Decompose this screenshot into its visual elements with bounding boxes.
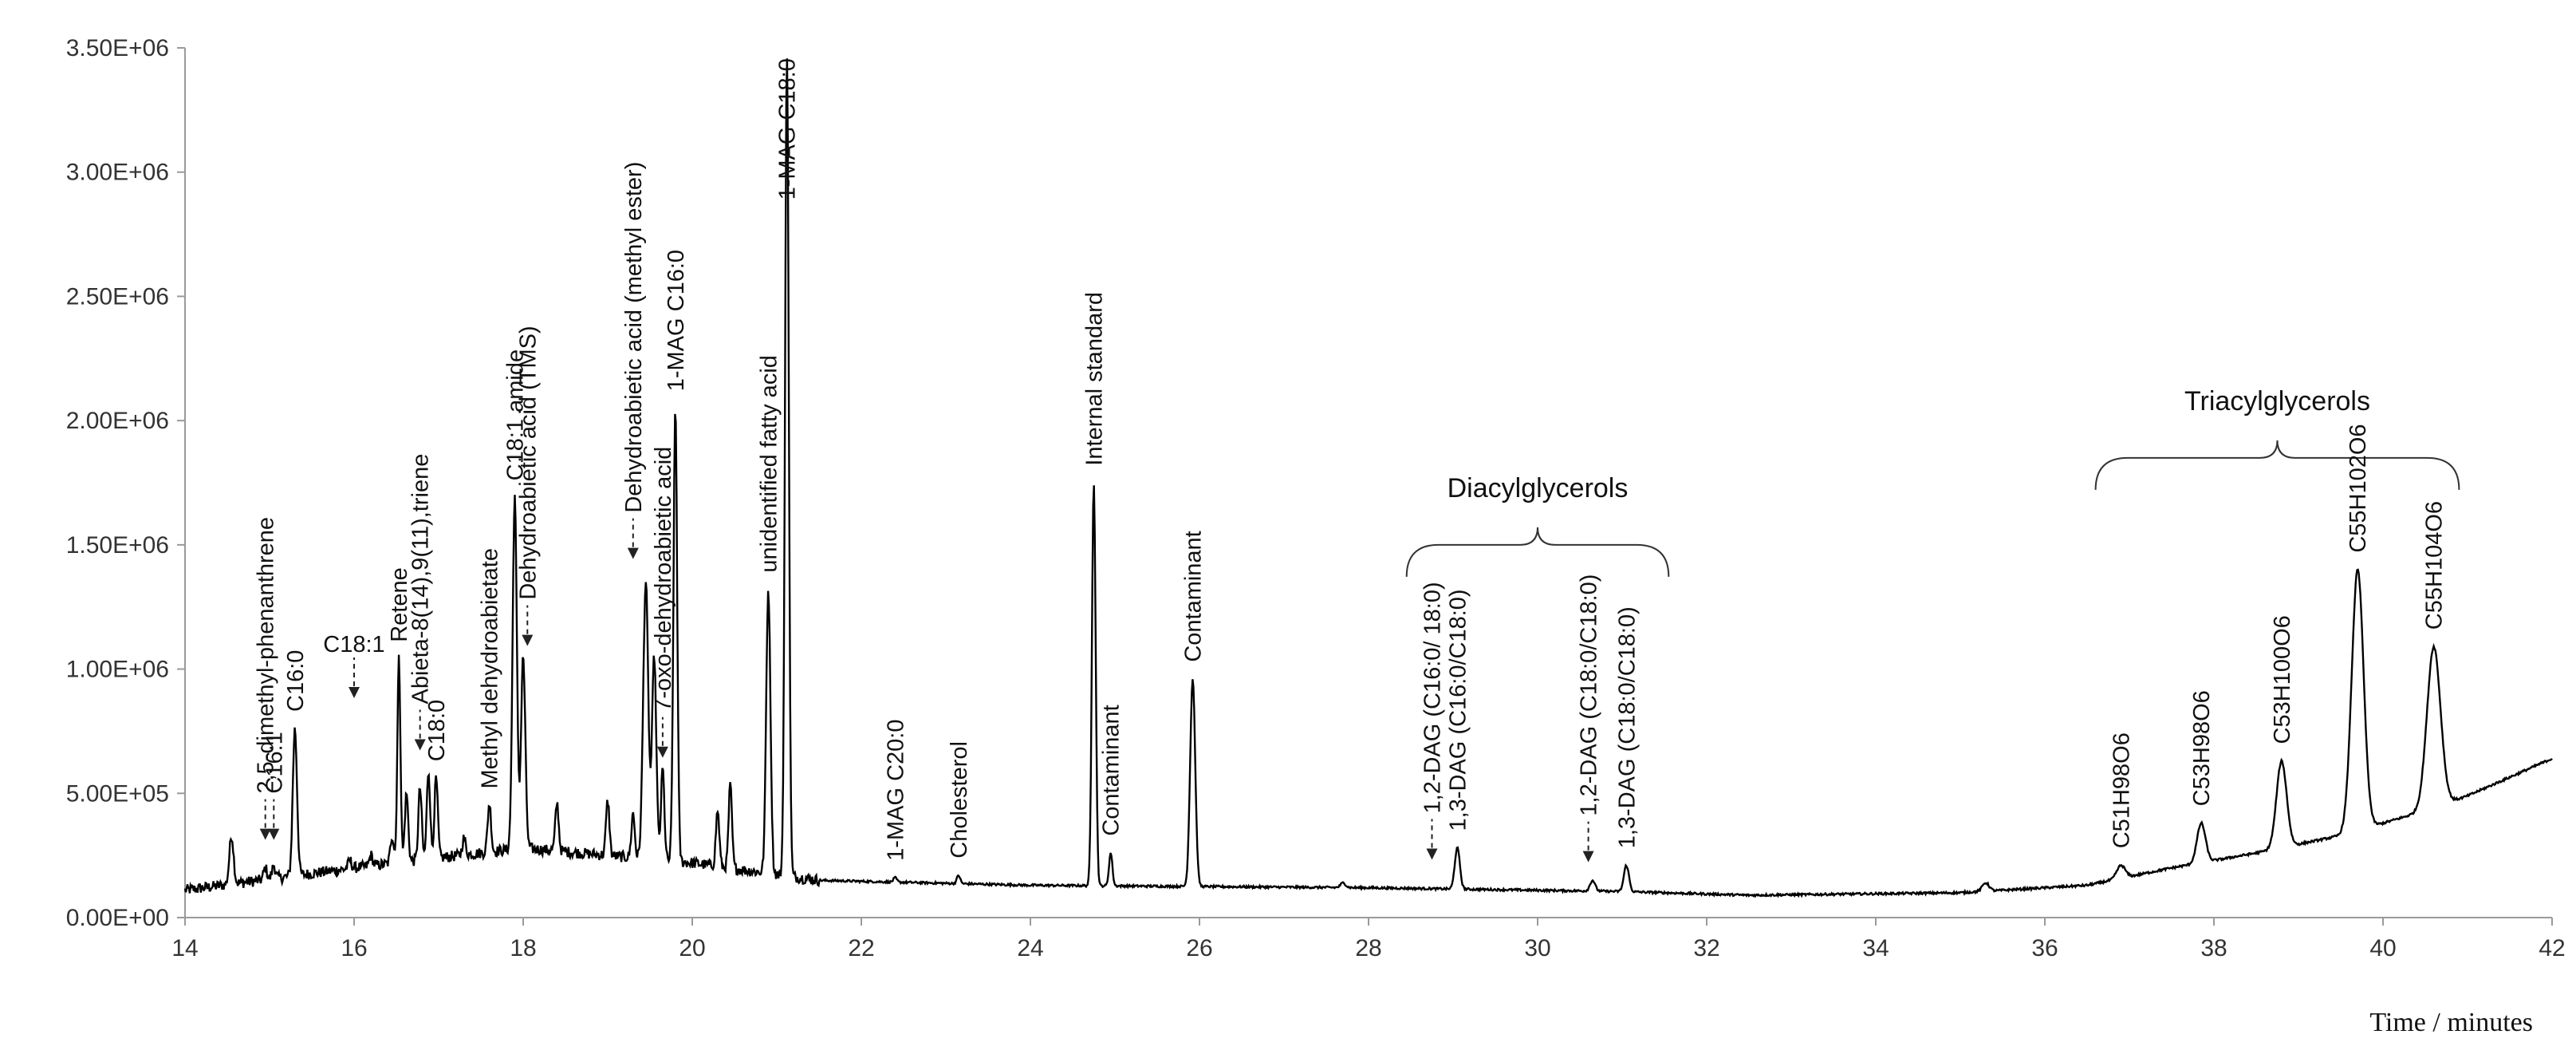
peak-label: C53H100O6 bbox=[2270, 615, 2295, 744]
region-brackets: Diacylglycerols Triacylglycerols bbox=[1405, 386, 2460, 577]
annotation-arrowhead bbox=[522, 634, 534, 646]
annotation-arrowhead bbox=[1426, 848, 1438, 860]
annotation-arrowhead bbox=[268, 828, 280, 840]
peak-label: C53H98O6 bbox=[2189, 690, 2215, 806]
x-tick-label: 16 bbox=[341, 935, 367, 961]
y-tick-label: 1.50E+06 bbox=[66, 532, 169, 559]
annotation-arrowhead bbox=[259, 828, 271, 840]
peak-label: C18:1 amide bbox=[502, 349, 528, 480]
peak-label: Retene bbox=[387, 567, 412, 642]
peak-label: 1-MAG C18:0 bbox=[775, 58, 801, 199]
x-tick-label: 26 bbox=[1186, 935, 1212, 961]
x-tick-label: 34 bbox=[1862, 935, 1889, 961]
peak-label: Contaminant bbox=[1099, 705, 1125, 835]
peak-label: 1-MAG C20:0 bbox=[883, 720, 908, 861]
y-tick-label: 3.50E+06 bbox=[66, 35, 169, 61]
peak-label: 1,3-DAG (C18:0/C18:0) bbox=[1614, 606, 1640, 848]
y-tick-label: 2.00E+06 bbox=[66, 408, 169, 434]
annotation-arrowhead bbox=[349, 687, 360, 699]
peak-label: Methyl dehydroabietate bbox=[478, 548, 503, 788]
annotation-arrowhead bbox=[414, 739, 426, 751]
x-tick-label: 24 bbox=[1017, 935, 1043, 961]
peak-label: 2,5-dimethyl-phenanthrene bbox=[254, 517, 279, 794]
x-tick-label: 14 bbox=[171, 935, 198, 961]
peak-label: 1-MAG C16:0 bbox=[664, 250, 689, 391]
y-tick-label: 2.50E+06 bbox=[66, 283, 169, 310]
x-tick-label: 36 bbox=[2031, 935, 2058, 961]
peak-label: Abieta-8(14),9(11),triene bbox=[408, 454, 434, 705]
x-tick-label: 30 bbox=[1524, 935, 1550, 961]
peak-label: Contaminant bbox=[1181, 531, 1207, 661]
annotation-arrowhead bbox=[1582, 851, 1594, 863]
x-tick-label: 42 bbox=[2539, 935, 2565, 961]
peak-label: 7-oxo-dehydroabietic acid bbox=[651, 447, 676, 712]
x-tick-label: 40 bbox=[2369, 935, 2396, 961]
peak-label: 1,2-DAG (C16:0/ 18:0) bbox=[1420, 582, 1446, 813]
x-tick-label: 38 bbox=[2200, 935, 2227, 961]
region-label: Triacylglycerols bbox=[2184, 386, 2370, 417]
x-tick-label: 20 bbox=[679, 935, 705, 961]
x-tick-label: 18 bbox=[510, 935, 536, 961]
peak-label: unidentified fatty acid bbox=[756, 355, 782, 572]
peak-label: C55H102O6 bbox=[2346, 424, 2371, 552]
y-tick-label: 5.00E+05 bbox=[66, 780, 169, 807]
peak-label: Dehydroabietic acid (TMS) bbox=[515, 326, 541, 599]
peak-label: C18:0 bbox=[424, 700, 450, 761]
chromatogram-trace bbox=[183, 58, 2553, 898]
peak-label: Internal standard bbox=[1082, 292, 1108, 466]
y-tick-label: 1.00E+06 bbox=[66, 657, 169, 683]
y-tick-label: 0.00E+00 bbox=[66, 905, 169, 931]
x-axis-title: Time / minutes bbox=[2369, 1008, 2533, 1037]
peak-label: C55H104O6 bbox=[2422, 501, 2448, 630]
x-tick-label: 28 bbox=[1355, 935, 1381, 961]
annotation-arrowhead bbox=[627, 547, 639, 559]
annotation-arrowhead bbox=[656, 746, 668, 758]
peak-label: C51H98O6 bbox=[2109, 732, 2134, 848]
region-bracket bbox=[1405, 527, 1670, 577]
peak-label: C18:1 bbox=[323, 632, 384, 657]
x-tick-labels: 14 16 18 20 22 24 26 28 30 32 34 36 38 40 42 bbox=[171, 918, 2566, 961]
peak-label: 1,2-DAG (C18:0/C18:0) bbox=[1577, 574, 1602, 816]
y-tick-label: 3.00E+06 bbox=[66, 160, 169, 186]
region-bracket bbox=[2094, 440, 2460, 490]
x-tick-label: 22 bbox=[848, 935, 874, 961]
peak-label: Dehydroabietic acid (methyl ester) bbox=[621, 162, 647, 513]
peak-label: 1,3-DAG (C16:0/C18:0) bbox=[1445, 589, 1471, 831]
x-tick-label: 32 bbox=[1693, 935, 1719, 961]
y-tick-labels: 0.00E+00 5.00E+05 1.00E+06 1.50E+06 2.00E+06… bbox=[66, 35, 185, 931]
peak-label: Cholesterol bbox=[947, 741, 972, 859]
peak-label: C16:1 bbox=[262, 732, 287, 793]
region-label: Diacylglycerols bbox=[1448, 473, 1629, 503]
peak-label: C16:0 bbox=[283, 650, 309, 712]
